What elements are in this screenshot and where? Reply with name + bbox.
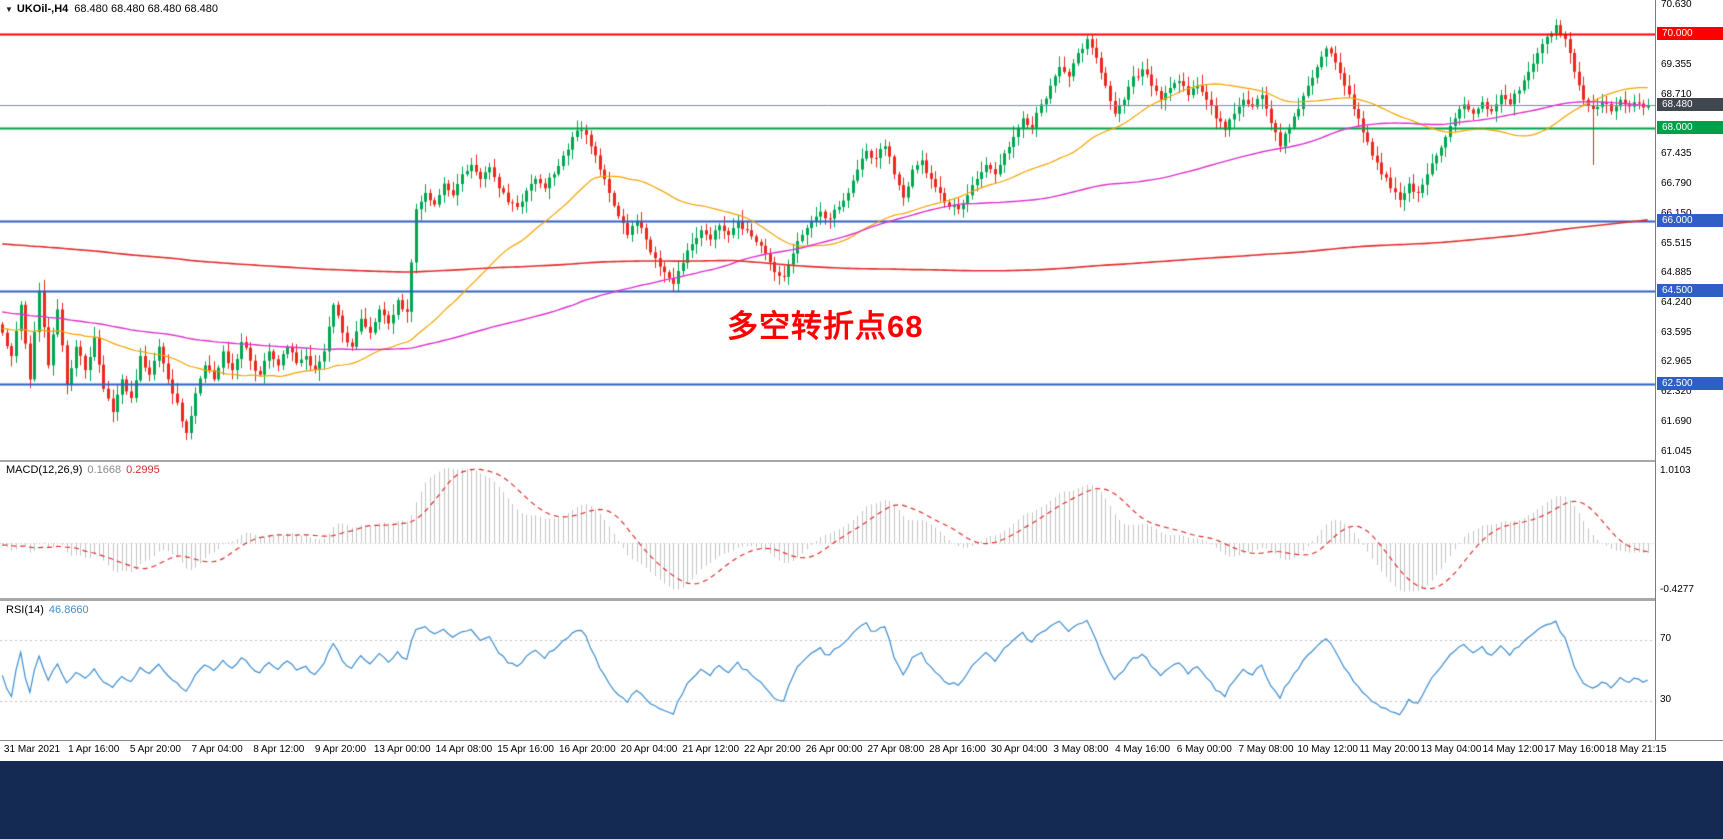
- time-axis-label: 28 Apr 16:00: [929, 744, 986, 755]
- price-axis-label: 70.630: [1661, 0, 1692, 11]
- price-axis-label: 66.790: [1661, 178, 1692, 190]
- time-axis-label: 7 Apr 04:00: [191, 744, 243, 755]
- panel-separator: [0, 740, 1723, 741]
- symbol-readout: ▼ UKOil-,H4 68.480 68.480 68.480 68.480: [5, 3, 218, 15]
- rsi-indicator-canvas[interactable]: [0, 601, 1655, 740]
- time-axis-label: 27 Apr 08:00: [867, 744, 925, 755]
- rsi-value: 46.8660: [48, 604, 89, 616]
- price-tag-66.000: 66.000: [1657, 213, 1723, 227]
- time-axis-label: 14 Apr 08:00: [435, 744, 493, 755]
- price-axis-label: 67.435: [1661, 148, 1692, 160]
- time-axis-label: 31 Mar 2021: [3, 744, 61, 755]
- macd-indicator-canvas[interactable]: [0, 462, 1655, 598]
- time-axis-label: 4 May 16:00: [1115, 744, 1171, 755]
- time-axis-label: 11 May 20:00: [1359, 744, 1420, 755]
- price-axis-label: 68.710: [1661, 88, 1692, 100]
- time-axis-label: 21 Apr 12:00: [682, 744, 740, 755]
- bottom-bar: [0, 761, 1723, 839]
- time-axis-label: 9 Apr 20:00: [314, 744, 367, 755]
- macd-signal-value: 0.2995: [126, 464, 160, 476]
- time-axis-label: 20 Apr 04:00: [620, 744, 678, 755]
- time-axis-label: 8 Apr 12:00: [253, 744, 305, 755]
- price-tag-64.500: 64.500: [1657, 283, 1723, 297]
- time-axis-label: 1 Apr 16:00: [68, 744, 120, 755]
- macd-axis-max-label: 1.0103: [1660, 465, 1691, 476]
- panel-separator[interactable]: [0, 460, 1723, 462]
- price-axis-label: 64.240: [1661, 296, 1692, 308]
- price-axis-label: 65.515: [1661, 237, 1692, 249]
- chart-annotation: 多空转折点68: [727, 309, 924, 344]
- time-axis-label: 17 May 16:00: [1544, 744, 1605, 755]
- macd-panel-label: MACD(12,26,9) 0.1668 0.2995: [6, 464, 160, 476]
- rsi-panel-label: RSI(14) 46.8660: [6, 604, 89, 616]
- macd-axis-min-label: -0.4277: [1660, 584, 1694, 595]
- time-axis-label: 18 May 21:15: [1605, 744, 1667, 755]
- price-tag-68.480: 68.480: [1657, 98, 1723, 112]
- macd-main-value: 0.1668: [87, 464, 122, 476]
- price-axis[interactable]: 70.630 69.355 68.710 67.435 66.790 66.150 65.5…: [1655, 0, 1723, 740]
- time-axis-label: 26 Apr 00:00: [805, 744, 863, 755]
- price-axis-label: 66.150: [1661, 208, 1692, 219]
- macd-name: MACD(12,26,9): [6, 464, 83, 476]
- time-axis-label: 3 May 08:00: [1053, 744, 1109, 755]
- time-axis-label: 13 May 04:00: [1420, 744, 1482, 755]
- time-axis-label: 10 May 12:00: [1297, 744, 1358, 755]
- price-axis-label: 62.320: [1661, 386, 1692, 398]
- price-axis-label: 63.595: [1661, 326, 1692, 338]
- time-axis-label: 22 Apr 20:00: [744, 744, 801, 755]
- price-tag-70.000: 70.000: [1657, 27, 1723, 41]
- time-axis-label: 6 May 00:00: [1176, 744, 1232, 755]
- time-axis-label: 30 Apr 04:00: [990, 744, 1048, 755]
- time-axis-label: 7 May 08:00: [1238, 744, 1294, 755]
- ohlc-readout: 68.480 68.480 68.480 68.480: [74, 3, 219, 15]
- panel-separator[interactable]: [0, 598, 1723, 601]
- time-axis-label: 13 Apr 00:00: [373, 744, 431, 755]
- price-axis-label: 64.885: [1661, 266, 1692, 278]
- price-axis-label: 61.045: [1661, 445, 1692, 457]
- price-axis-label: 61.690: [1661, 415, 1692, 427]
- time-axis-label: 15 Apr 16:00: [497, 744, 554, 755]
- time-axis-label: 14 May 12:00: [1482, 744, 1544, 755]
- price-axis-label: 69.355: [1661, 58, 1692, 70]
- price-tag-62.500: 62.500: [1657, 377, 1723, 391]
- rsi-level-70-label: 70: [1660, 633, 1672, 644]
- price-axis-label: 62.965: [1661, 356, 1692, 368]
- rsi-name: RSI(14): [6, 604, 44, 616]
- rsi-level-30-label: 30: [1660, 694, 1672, 705]
- dropdown-arrow-icon[interactable]: ▼: [5, 5, 13, 14]
- symbol-name: UKOil-,H4: [16, 3, 69, 15]
- time-axis[interactable]: 31 Mar 2021 1 Apr 16:00 5 Apr 20:00 7 Apr 0…: [0, 741, 1723, 761]
- main-price-chart-canvas[interactable]: [0, 0, 1655, 460]
- price-tag-68.000: 68.000: [1657, 120, 1723, 134]
- time-axis-label: 5 Apr 20:00: [129, 744, 181, 755]
- time-axis-label: 16 Apr 20:00: [558, 744, 616, 755]
